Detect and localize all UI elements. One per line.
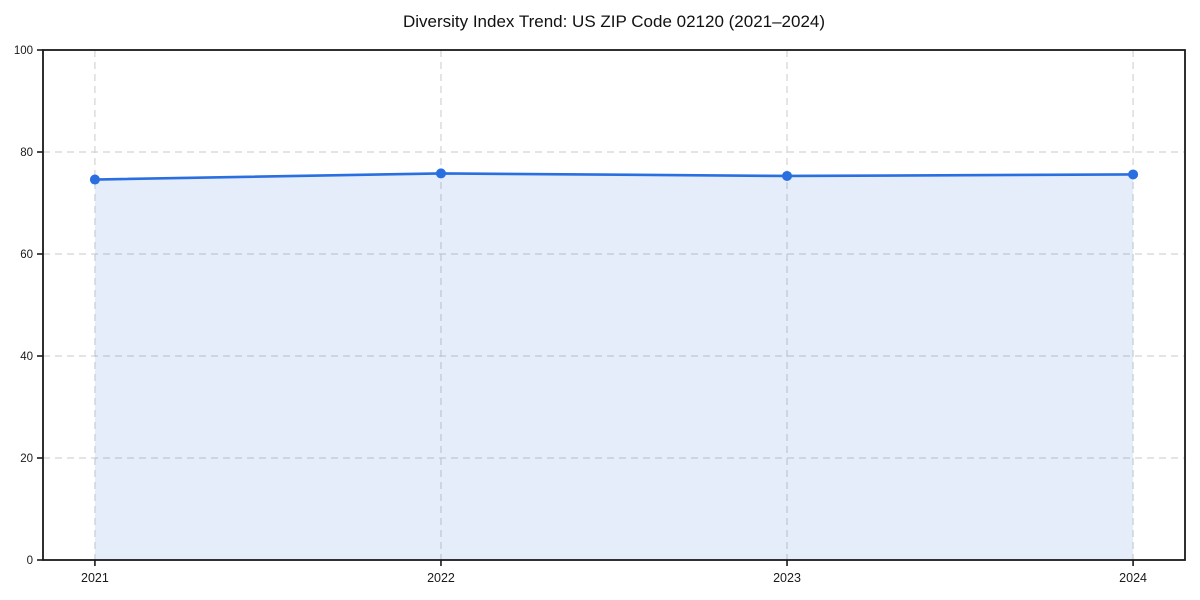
data-point	[1128, 169, 1139, 180]
x-tick-label: 2023	[773, 571, 801, 585]
series	[89, 168, 1139, 561]
x-tick-label: 2024	[1119, 571, 1147, 585]
plot-border	[42, 49, 1186, 561]
tick-labels: 0 20 40 60 80 100 2021 2022 2023 2024	[14, 45, 1147, 585]
y-tick-label: 20	[20, 453, 33, 465]
data-point	[435, 168, 446, 179]
x-tick-label: 2022	[427, 571, 455, 585]
trend-line	[93, 172, 1135, 181]
area-fill	[94, 173, 1134, 561]
chart-title: Diversity Index Trend: US ZIP Code 02120…	[402, 12, 826, 31]
y-tick-label: 80	[20, 147, 33, 159]
data-point	[782, 170, 793, 181]
data-point	[89, 174, 100, 185]
y-tick-label: 0	[27, 555, 33, 567]
y-tick-label: 60	[20, 249, 33, 261]
axes	[37, 49, 1186, 566]
x-tick-label: 2021	[81, 571, 109, 585]
y-tick-label: 40	[20, 351, 33, 363]
y-tick-label: 100	[14, 45, 33, 57]
